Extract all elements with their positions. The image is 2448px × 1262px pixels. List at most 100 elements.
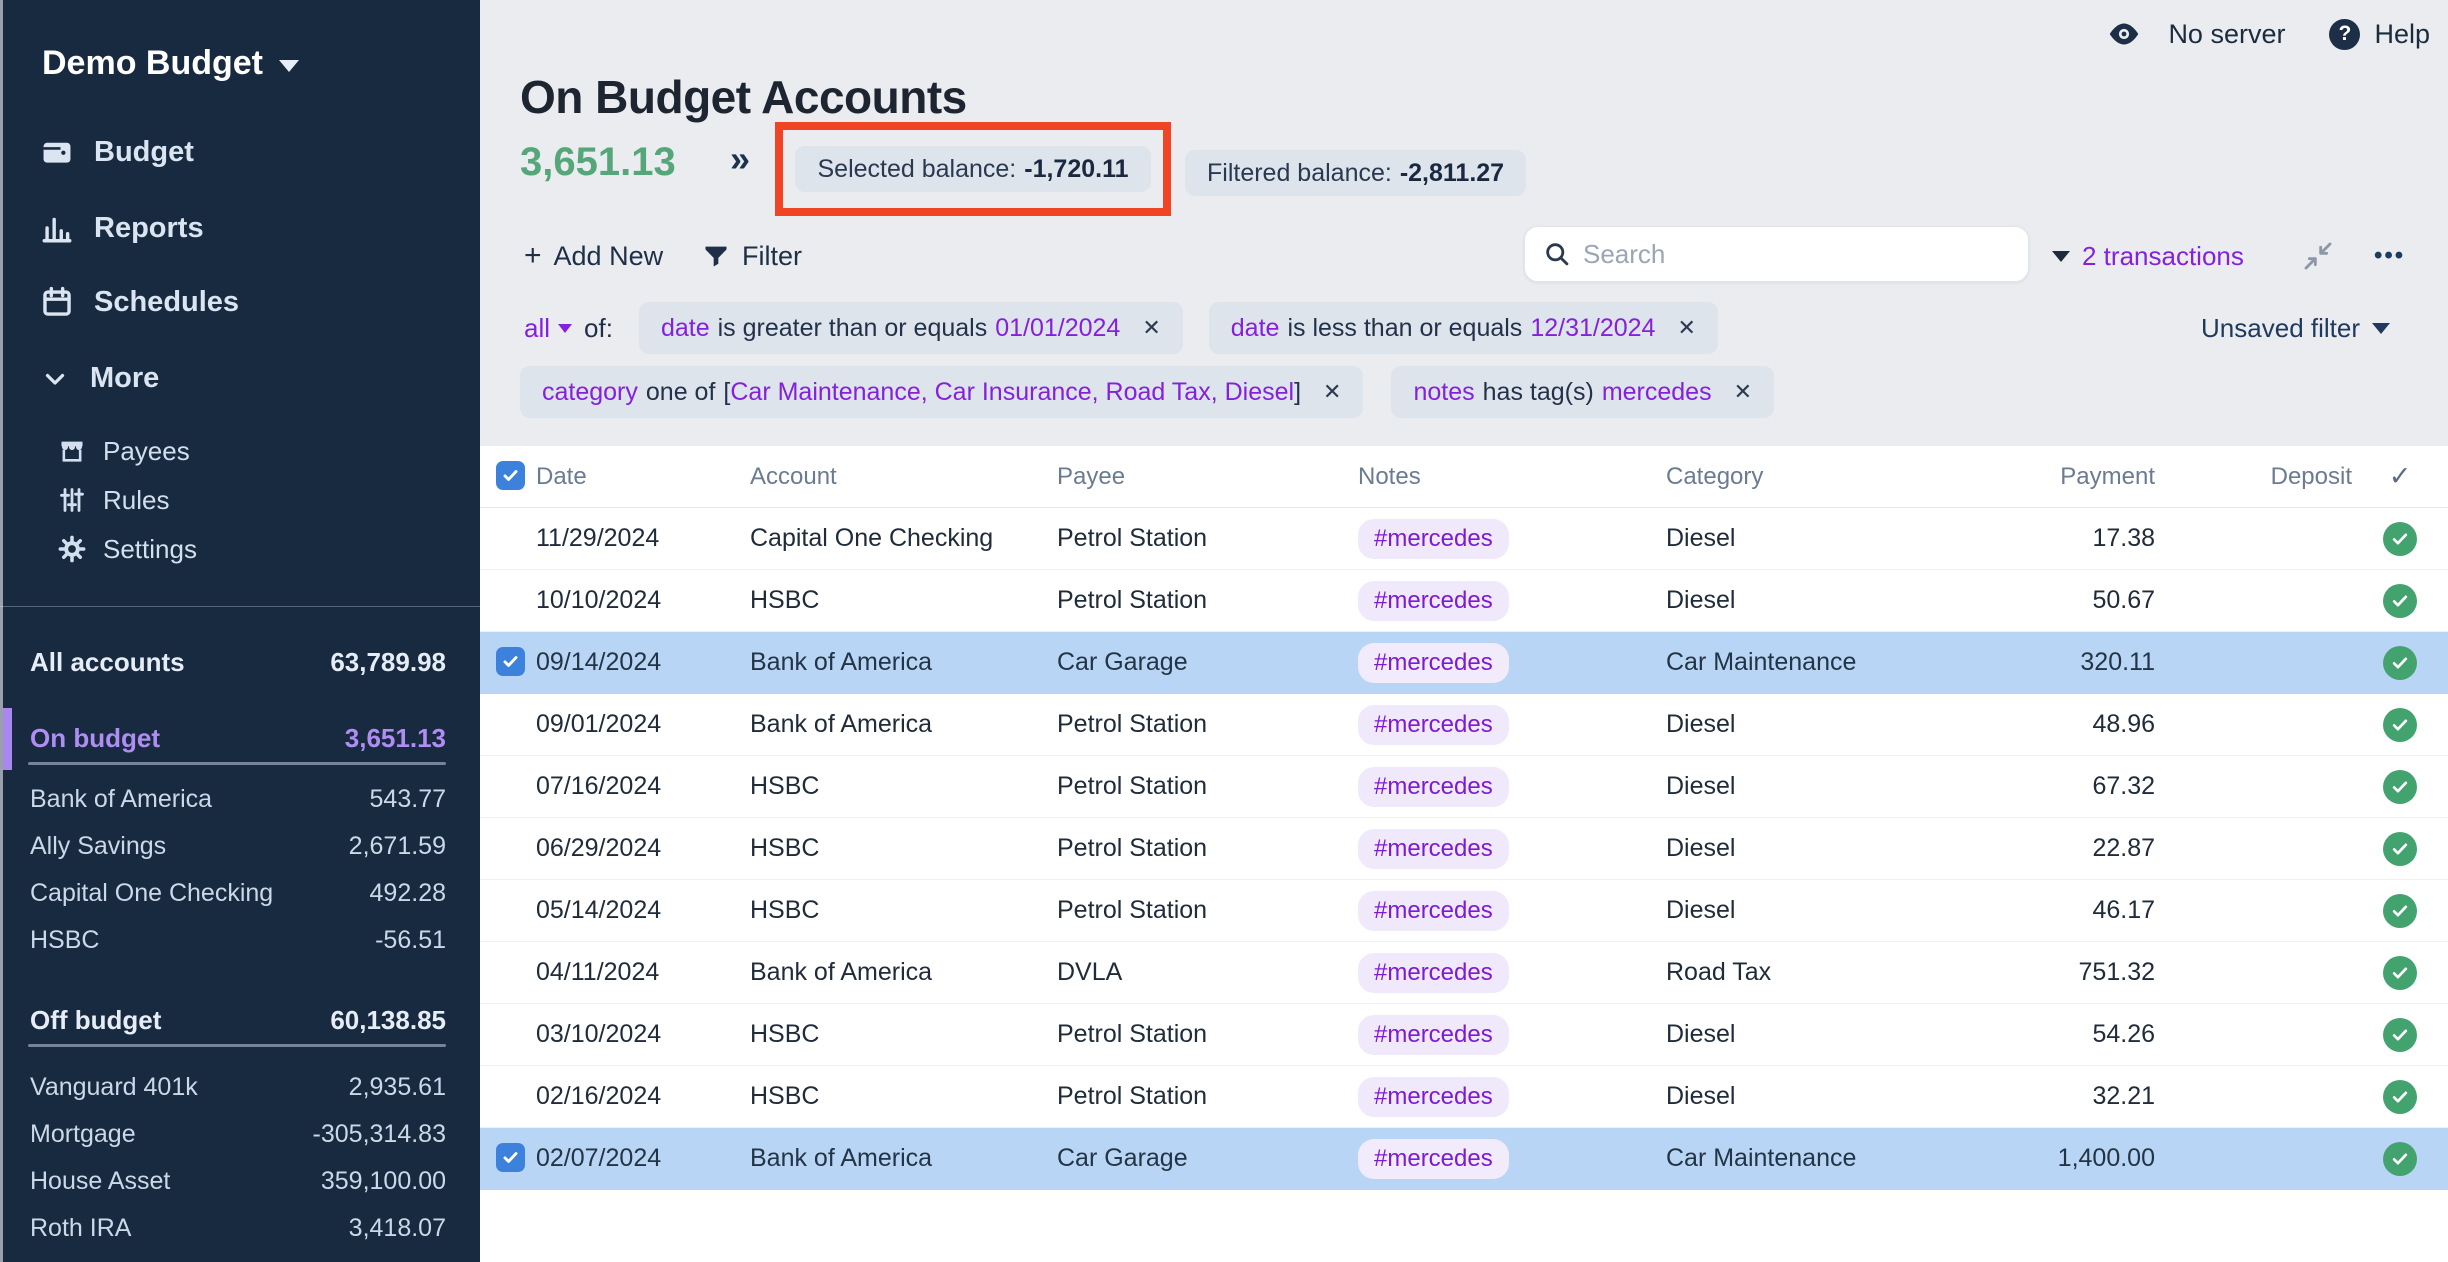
cell-category[interactable]: Diesel — [1666, 710, 1736, 738]
all-accounts-row[interactable]: All accounts 63,789.98 — [30, 640, 446, 684]
filter-chip-date-lte[interactable]: date is less than or equals 12/31/2024 ✕ — [1208, 302, 1718, 354]
filter-button[interactable]: Filter — [702, 228, 802, 284]
cell-date[interactable]: 10/10/2024 — [536, 586, 662, 614]
table-row[interactable]: 04/11/2024 Bank of America DVLA #mercede… — [480, 942, 2448, 1004]
cell-category[interactable]: Car Maintenance — [1666, 648, 1857, 676]
column-header-deposit[interactable]: Deposit — [2270, 462, 2352, 490]
cell-payment[interactable]: 320.11 — [2080, 648, 2155, 676]
table-row[interactable]: 03/10/2024 HSBC Petrol Station #mercedes… — [480, 1004, 2448, 1066]
cell-payment[interactable]: 54.26 — [2092, 1020, 2155, 1048]
cleared-icon[interactable] — [2383, 1017, 2417, 1052]
cell-account[interactable]: Bank of America — [750, 1144, 933, 1172]
cell-date[interactable]: 05/14/2024 — [536, 896, 662, 924]
budget-file-switcher[interactable]: Demo Budget — [42, 44, 299, 83]
notes-tag[interactable]: #mercedes — [1358, 828, 1509, 869]
unsaved-filter-dropdown[interactable]: Unsaved filter — [2201, 302, 2390, 354]
notes-tag[interactable]: #mercedes — [1358, 952, 1509, 993]
table-row[interactable]: 10/10/2024 HSBC Petrol Station #mercedes… — [480, 570, 2448, 632]
notes-tag[interactable]: #mercedes — [1358, 890, 1509, 931]
sidebar-item-reports[interactable]: Reports — [40, 198, 460, 258]
notes-tag[interactable]: #mercedes — [1358, 1014, 1509, 1055]
collapse-transactions-button[interactable] — [2302, 240, 2334, 277]
cell-account[interactable]: HSBC — [750, 1082, 820, 1110]
table-row[interactable]: 05/14/2024 HSBC Petrol Station #mercedes… — [480, 880, 2448, 942]
notes-tag[interactable]: #mercedes — [1358, 1076, 1509, 1117]
cell-date[interactable]: 09/01/2024 — [536, 710, 662, 738]
table-row[interactable]: 02/07/2024 Bank of America Car Garage #m… — [480, 1128, 2448, 1190]
filter-chip-notes-tag[interactable]: notes has tag(s) mercedes ✕ — [1391, 366, 1775, 418]
sidebar-item-rules[interactable]: Rules — [58, 475, 460, 525]
cell-payee[interactable]: DVLA — [1057, 958, 1123, 986]
cleared-column-header[interactable]: ✓ — [2388, 461, 2412, 491]
column-header-category[interactable]: Category — [1666, 462, 1764, 490]
sidebar-account-row[interactable]: Mortgage -305,314.83 — [30, 1111, 446, 1158]
cell-payee[interactable]: Car Garage — [1057, 648, 1188, 676]
sidebar-account-row[interactable]: Roth IRA 3,418.07 — [30, 1205, 446, 1252]
column-header-account[interactable]: Account — [750, 462, 837, 490]
cell-account[interactable]: HSBC — [750, 1020, 820, 1048]
sidebar-item-schedules[interactable]: Schedules — [40, 272, 460, 332]
table-row[interactable]: 09/14/2024 Bank of America Car Garage #m… — [480, 632, 2448, 694]
notes-tag[interactable]: #mercedes — [1358, 642, 1509, 683]
sidebar-item-budget[interactable]: Budget — [40, 122, 460, 182]
cell-payee[interactable]: Petrol Station — [1057, 834, 1208, 862]
cell-account[interactable]: Bank of America — [750, 710, 933, 738]
cleared-icon[interactable] — [2383, 769, 2417, 804]
cell-date[interactable]: 02/07/2024 — [536, 1144, 662, 1172]
more-menu-button[interactable]: ••• — [2374, 242, 2406, 269]
cell-account[interactable]: HSBC — [750, 896, 820, 924]
remove-filter-icon[interactable]: ✕ — [1733, 379, 1753, 404]
cleared-icon[interactable] — [2383, 1079, 2417, 1114]
sidebar-account-row[interactable]: Bank of America 543.77 — [30, 776, 446, 823]
sidebar-account-row[interactable]: Capital One Checking 492.28 — [30, 870, 446, 917]
column-header-date[interactable]: Date — [536, 462, 587, 490]
cell-category[interactable]: Diesel — [1666, 772, 1736, 800]
cleared-icon[interactable] — [2383, 831, 2417, 866]
cell-date[interactable]: 02/16/2024 — [536, 1082, 662, 1110]
table-row[interactable]: 11/29/2024 Capital One Checking Petrol S… — [480, 508, 2448, 570]
cell-payment[interactable]: 1,400.00 — [2057, 1144, 2155, 1172]
notes-tag[interactable]: #mercedes — [1358, 580, 1509, 621]
cell-category[interactable]: Diesel — [1666, 896, 1736, 924]
table-row[interactable]: 07/16/2024 HSBC Petrol Station #mercedes… — [480, 756, 2448, 818]
sidebar-item-settings[interactable]: Settings — [58, 524, 460, 574]
notes-tag[interactable]: #mercedes — [1358, 704, 1509, 745]
cell-payee[interactable]: Petrol Station — [1057, 710, 1208, 738]
add-new-button[interactable]: + Add New — [524, 228, 663, 284]
cell-category[interactable]: Car Maintenance — [1666, 1144, 1857, 1172]
cell-payee[interactable]: Petrol Station — [1057, 896, 1208, 924]
row-checkbox[interactable] — [496, 647, 525, 676]
notes-tag[interactable]: #mercedes — [1358, 766, 1509, 807]
cell-payment[interactable]: 50.67 — [2092, 586, 2155, 614]
cell-account[interactable]: Bank of America — [750, 958, 933, 986]
sidebar-account-row[interactable]: Ally Savings 2,671.59 — [30, 823, 446, 870]
cell-payment[interactable]: 751.32 — [2078, 958, 2155, 986]
cell-date[interactable]: 04/11/2024 — [536, 958, 660, 986]
column-header-payee[interactable]: Payee — [1057, 462, 1126, 490]
cell-date[interactable]: 11/29/2024 — [536, 524, 660, 552]
notes-tag[interactable]: #mercedes — [1358, 1138, 1509, 1179]
select-all-checkbox[interactable] — [496, 461, 525, 490]
privacy-toggle[interactable] — [2106, 16, 2142, 52]
search-input[interactable] — [1583, 238, 2010, 270]
column-header-payment[interactable]: Payment — [2060, 462, 2155, 490]
remove-filter-icon[interactable]: ✕ — [1677, 315, 1696, 340]
remove-filter-icon[interactable]: ✕ — [1142, 315, 1161, 340]
cell-date[interactable]: 09/14/2024 — [536, 648, 662, 676]
cell-payment[interactable]: 46.17 — [2092, 896, 2155, 924]
remove-filter-icon[interactable]: ✕ — [1323, 379, 1342, 404]
sidebar-account-row[interactable]: Vanguard 401k 2,935.61 — [30, 1064, 446, 1111]
cell-payment[interactable]: 48.96 — [2092, 710, 2155, 738]
off-budget-row[interactable]: Off budget 60,138.85 — [30, 998, 446, 1042]
cell-payment[interactable]: 32.21 — [2092, 1082, 2155, 1110]
sidebar-account-row[interactable]: House Asset 359,100.00 — [30, 1158, 446, 1205]
cleared-icon[interactable] — [2383, 707, 2417, 742]
cell-category[interactable]: Diesel — [1666, 586, 1736, 614]
cell-category[interactable]: Road Tax — [1666, 958, 1772, 986]
cell-account[interactable]: HSBC — [750, 586, 820, 614]
transactions-count-dropdown[interactable]: 2 transactions — [2052, 228, 2244, 284]
help-button[interactable]: ? Help — [2329, 18, 2430, 50]
cell-payee[interactable]: Car Garage — [1057, 1144, 1188, 1172]
match-type-select[interactable]: all of: — [524, 313, 613, 344]
cleared-icon[interactable] — [2383, 955, 2417, 990]
